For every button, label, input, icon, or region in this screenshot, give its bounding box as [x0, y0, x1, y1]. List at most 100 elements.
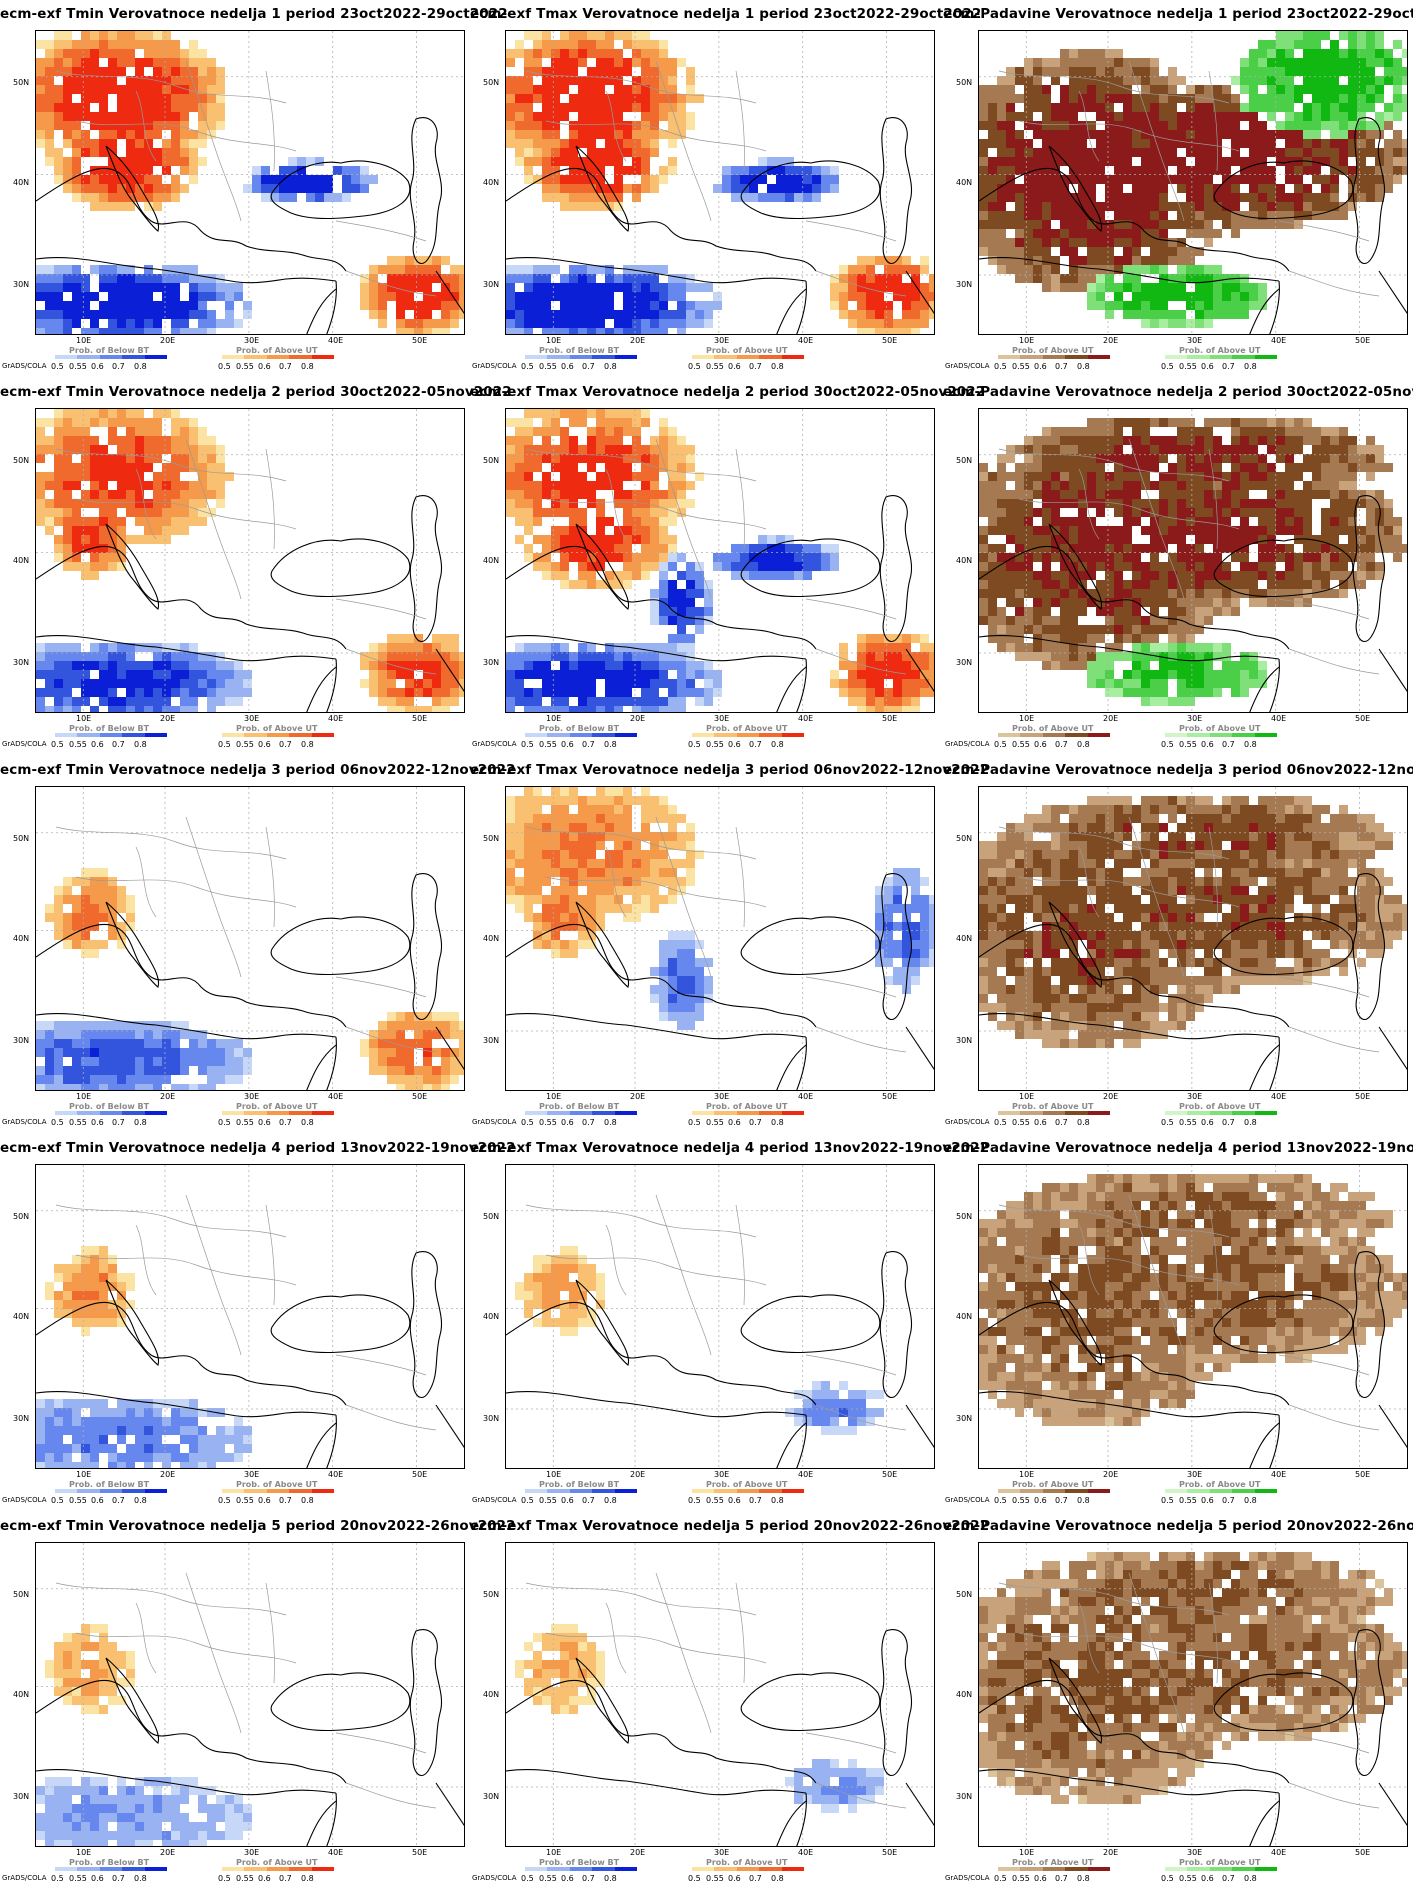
border-line [345, 1782, 437, 1809]
colorbar-swatch [1187, 733, 1210, 737]
colorbar-swatch [525, 1867, 548, 1871]
longitude-label: 10E [1019, 336, 1035, 345]
colorbar-title: Prob. of Above UT [1179, 724, 1261, 733]
coastline [506, 923, 817, 1028]
coastline [1048, 1657, 1103, 1744]
latitude-label: 50N [483, 834, 500, 843]
border-line [1078, 1224, 1100, 1296]
colorbar-swatch [692, 733, 715, 737]
colorbar-title: Prob. of Above UT [1179, 1102, 1261, 1111]
longitude-label: 30E [714, 714, 730, 723]
colorbar-swatch [714, 1867, 737, 1871]
colorbar-swatch [289, 1111, 312, 1115]
longitude-label: 50E [412, 1092, 428, 1101]
colorbar-tick-label: 0.8 [1077, 362, 1090, 371]
colorbar-tick-label: 0.55 [706, 740, 724, 749]
coastline [36, 545, 347, 650]
coastline [979, 545, 1290, 650]
coastline [1249, 1422, 1280, 1468]
border-line [998, 448, 1230, 482]
colorbar-tick-label: 0.6 [91, 740, 104, 749]
coastline [1378, 1782, 1407, 1826]
colorbar-tick-label: 0.7 [1222, 1496, 1235, 1505]
latitude-label: 40N [956, 556, 973, 565]
forecast-panel: ecm-exf Tmax Verovatnoce nedelja 4 perio… [470, 1134, 989, 1512]
border-line [1288, 1404, 1380, 1431]
colorbar-title: Prob. of Above UT [1012, 1102, 1094, 1111]
border-line [815, 648, 907, 675]
colorbar-title: Prob. of Below BT [539, 724, 620, 733]
border-line [1018, 120, 1240, 152]
border-line [265, 1204, 275, 1306]
border-line [655, 438, 712, 600]
border-line [55, 70, 287, 104]
colorbar-swatch [998, 733, 1021, 737]
colorbar-swatch [222, 733, 245, 737]
map-frame [978, 1164, 1408, 1469]
colorbar-tick-label: 0.5 [51, 740, 64, 749]
coastline [879, 873, 912, 1021]
panel-title: ecm-exf Tmax Verovatnoce nedelja 3 perio… [470, 762, 990, 778]
colorbar-tick-label: 0.55 [1179, 362, 1197, 371]
colorbar-tick-label: 0.55 [539, 740, 557, 749]
latitude-label: 50N [13, 78, 30, 87]
coastline [306, 1422, 337, 1468]
longitude-label: 30E [714, 1848, 730, 1857]
colorbar-swatch [1187, 1867, 1210, 1871]
colorbar-swatch [77, 1111, 100, 1115]
coastline [306, 666, 337, 712]
colorbar-swatch [222, 355, 245, 359]
coastline [1213, 160, 1354, 220]
colorbar-tick-label: 0.55 [1179, 1496, 1197, 1505]
colorbar-swatch [592, 355, 615, 359]
border-line [655, 816, 712, 978]
map-frame [505, 408, 935, 713]
longitude-label: 30E [244, 1848, 260, 1857]
colorbar-tick-label: 0.8 [604, 1118, 617, 1127]
border-line [525, 826, 757, 860]
colorbar-tick-label: 0.7 [1222, 1118, 1235, 1127]
colorbar-tick-label: 0.8 [134, 362, 147, 371]
coastline [326, 280, 337, 334]
coastline [796, 658, 807, 712]
forecast-panel: ecm-Padavine Verovatnoce nedelja 4 perio… [943, 1134, 1413, 1512]
border-line [135, 846, 157, 918]
colorbar-swatch [55, 1489, 78, 1493]
longitude-label: 20E [160, 336, 176, 345]
border-line [345, 270, 437, 297]
border-line [1018, 1254, 1240, 1286]
colorbar-tick-label: 0.5 [688, 362, 701, 371]
colorbar-tick-label: 0.7 [112, 1118, 125, 1127]
colorbar-swatch [1165, 355, 1188, 359]
panel-title: ecm-Padavine Verovatnoce nedelja 4 perio… [943, 1140, 1413, 1156]
colorbar-tick-label: 0.8 [604, 1874, 617, 1883]
longitude-label: 20E [1103, 1092, 1119, 1101]
colorbar-title: Prob. of Above UT [236, 346, 318, 355]
panel-title: ecm-Padavine Verovatnoce nedelja 2 perio… [943, 384, 1413, 400]
colorbar-tick-label: 0.6 [258, 362, 271, 371]
probability-field [979, 1543, 1407, 1846]
longitude-label: 40E [1271, 1848, 1287, 1857]
border-line [998, 826, 1230, 860]
colorbar-swatch [614, 1867, 638, 1871]
coastline [36, 634, 337, 662]
colorbar-swatch [1042, 355, 1066, 359]
border-line [605, 90, 627, 162]
colorbar-swatch [55, 355, 78, 359]
border-line [185, 1572, 242, 1734]
coastline [506, 545, 817, 650]
coastline [506, 1301, 817, 1406]
shaded-cells [515, 1624, 884, 1813]
forecast-panel: ecm-exf Tmax Verovatnoce nedelja 5 perio… [470, 1512, 989, 1890]
latitude-label: 30N [483, 280, 500, 289]
border-line [545, 1254, 767, 1286]
border-line [1128, 60, 1185, 222]
longitude-label: 20E [1103, 714, 1119, 723]
border-line [265, 70, 275, 172]
graticule [979, 787, 1407, 1090]
coastline [776, 1044, 807, 1090]
coastline [979, 923, 1290, 1028]
colorbar-tick-label: 0.5 [51, 362, 64, 371]
colorbar-tick-label: 0.55 [69, 1118, 87, 1127]
colorbar-swatches [525, 1867, 638, 1871]
